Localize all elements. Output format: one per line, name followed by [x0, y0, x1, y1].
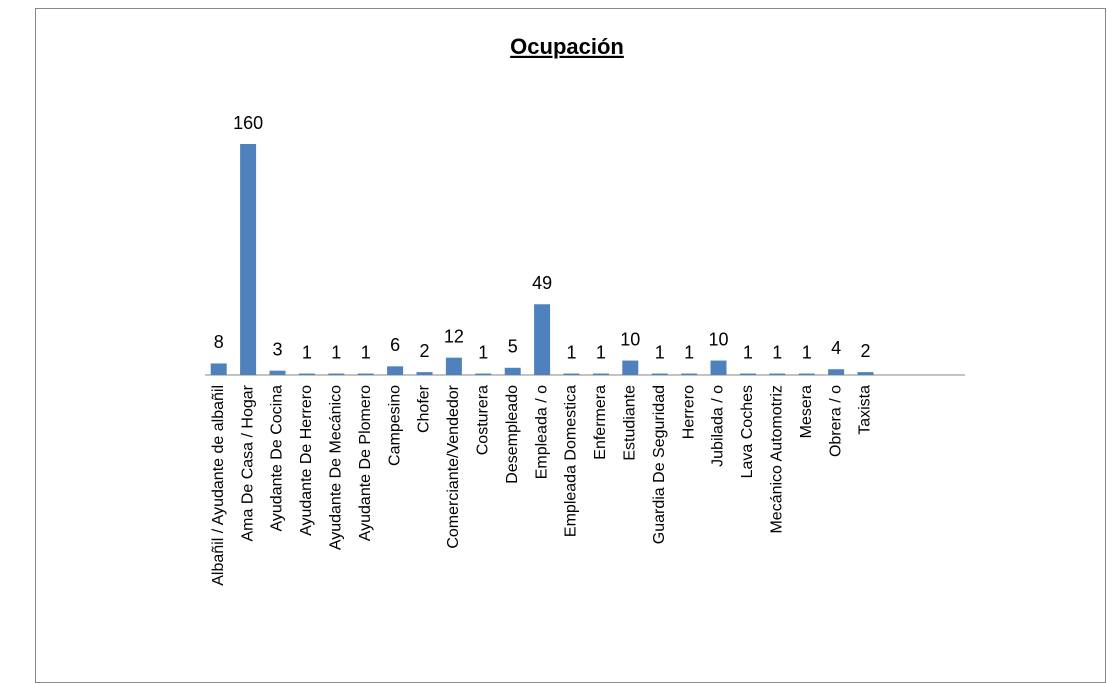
data-label: 49	[532, 273, 552, 293]
x-tick-label: Estudiante	[622, 385, 639, 461]
x-tick-label: Herrero	[680, 385, 697, 439]
x-tick-label: Ama De Casa / Hogar	[239, 384, 256, 541]
bar	[798, 373, 815, 375]
data-label: 5	[508, 337, 518, 357]
x-tick-label: Albañil / Ayudante de albañil	[210, 385, 227, 586]
data-label: 1	[361, 342, 371, 362]
data-label: 2	[419, 341, 429, 361]
x-tick-label: Jubilada / o	[710, 385, 727, 467]
bar	[739, 373, 756, 375]
x-tick-label: Campesino	[386, 385, 403, 466]
x-tick-label: Mecánico Automotriz	[769, 385, 786, 534]
bar	[298, 373, 315, 375]
data-label: 1	[566, 342, 576, 362]
x-tick-label: Obrera / o	[827, 385, 844, 457]
data-label: 10	[708, 329, 728, 349]
chart-border	[35, 8, 1106, 683]
x-tick-label: Ayudante De Herrero	[298, 385, 315, 536]
bar	[534, 304, 551, 375]
x-tick-label: Lava Coches	[739, 385, 756, 478]
bar	[710, 360, 727, 375]
data-label: 1	[772, 342, 782, 362]
data-label: 160	[233, 113, 263, 133]
x-tick-label: Comerciante/Vendedor	[445, 384, 462, 548]
x-tick-label: Ayudante De Plomero	[357, 385, 374, 541]
bar	[857, 372, 874, 375]
x-tick-label: Guardia De Seguridad	[651, 385, 668, 544]
data-label: 1	[478, 342, 488, 362]
bar	[828, 369, 845, 375]
data-label: 4	[831, 338, 841, 358]
bar	[240, 144, 257, 375]
data-label: 12	[444, 326, 464, 346]
bar	[563, 373, 580, 375]
data-label: 1	[331, 342, 341, 362]
data-label: 1	[743, 342, 753, 362]
bar	[592, 373, 609, 375]
data-label: 1	[655, 342, 665, 362]
bar	[387, 366, 404, 375]
data-label: 10	[620, 329, 640, 349]
bar	[651, 373, 668, 375]
bar	[475, 373, 492, 375]
data-label: 1	[302, 342, 312, 362]
bar	[769, 373, 786, 375]
x-tick-label: Desempleado	[504, 385, 521, 484]
bar	[210, 363, 227, 375]
bar	[357, 373, 374, 375]
x-tick-label: Chofer	[416, 384, 433, 433]
x-tick-label: Ayudante De Mecánico	[328, 385, 345, 550]
x-tick-label: Costurera	[475, 385, 492, 455]
data-label: 6	[390, 335, 400, 355]
bar	[445, 357, 462, 375]
x-tick-label: Enfermera	[592, 385, 609, 460]
x-tick-label: Empleada / o	[533, 385, 550, 479]
data-label: 1	[802, 342, 812, 362]
x-tick-label: Empleada Domestica	[563, 385, 580, 537]
x-tick-label: Ayudante De Cocina	[269, 385, 286, 532]
data-label: 3	[272, 339, 282, 359]
chart-title: Ocupación	[510, 34, 624, 59]
data-label: 1	[684, 342, 694, 362]
data-label: 8	[214, 332, 224, 352]
x-tick-label: Taxista	[857, 385, 874, 435]
bar	[504, 367, 521, 375]
bar	[416, 372, 433, 375]
bar	[681, 373, 698, 375]
bar	[328, 373, 345, 375]
bar	[622, 360, 639, 375]
data-label: 2	[860, 341, 870, 361]
data-label: 1	[596, 342, 606, 362]
bar	[269, 370, 286, 375]
x-tick-label: Mesera	[798, 385, 815, 438]
